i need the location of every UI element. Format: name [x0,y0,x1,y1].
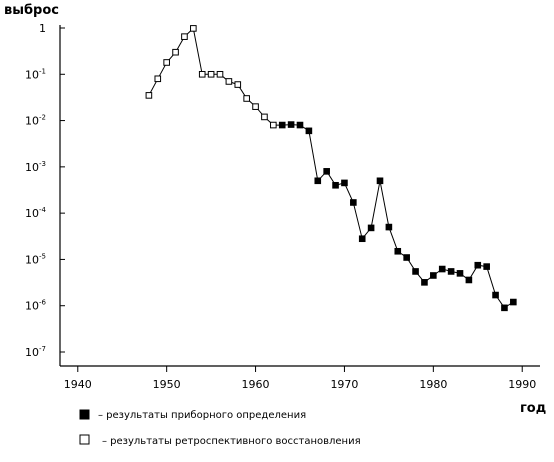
retrospective-point [172,48,179,56]
instrumental-point [314,177,322,185]
instrumental-point [403,254,410,261]
y-tick-label: 10-6 [25,299,47,313]
x-tick-label: 1940 [64,378,92,391]
x-tick-label: 1990 [508,378,536,391]
instrumental-point [447,268,455,275]
instrumental-point [350,199,357,206]
y-tick-label: 1 [39,22,46,35]
retrospective-point [270,121,277,129]
instrumental-point [483,263,490,270]
instrumental-point [385,223,393,231]
y-tick-label: 10-1 [25,67,46,81]
y-tick-label: 10-3 [25,160,46,174]
instrumental-point [296,121,304,129]
retrospective-point [163,59,170,66]
legend: – результаты приборного определения – ре… [79,409,361,447]
y-axis-ticks: 1 10-1 10-2 10-3 10-4 10-5 10-6 10-7 [25,22,65,359]
retrospective-point [252,103,259,110]
retrospective-point [261,113,268,121]
x-tick-label: 1980 [419,378,447,391]
y-tick-label: 10-5 [25,252,46,266]
legend-label-retrospective: – результаты ретроспективного восстановл… [102,436,361,447]
retrospective-point [190,25,197,32]
y-tick-label: 10-2 [25,114,46,128]
retrospective-point [198,70,206,78]
open-square-icon [79,434,90,445]
retrospective-point [225,78,233,85]
x-tick-label: 1960 [242,378,270,391]
y-tick-label: 10-4 [25,206,47,220]
y-tick-label: 10-7 [25,345,46,359]
instrumental-point [430,272,437,279]
instrumental-point [278,121,286,129]
series-line [148,27,514,309]
instrumental-point [332,181,339,189]
instrumental-point [323,168,330,175]
retrospective-point [216,70,224,78]
y-axis-title: выброс [4,3,59,18]
instrumental-point [492,291,499,299]
instrumental-point [367,224,375,232]
instrumental-point [376,177,384,185]
retrospective-point [154,75,162,83]
instrumental-point [305,127,313,135]
retrospective-point [145,92,153,99]
instrumental-point [465,276,473,284]
instrumental-point [358,235,366,243]
instrumental-point [510,298,517,306]
retrospective-point [207,70,215,78]
instrumental-point [421,279,428,286]
instrumental-point [341,179,348,187]
x-axis-title: год [520,401,546,416]
x-axis-ticks: 1940 1950 1960 1970 1980 1990 [64,366,536,391]
legend-item-retrospective: – результаты ретроспективного восстановл… [79,434,361,447]
filled-square-icon [79,409,90,420]
legend-item-instrumental: – результаты приборного определения [79,409,306,421]
retrospective-point [234,81,242,88]
instrumental-point [501,304,508,312]
x-tick-label: 1950 [153,378,181,391]
instrumental-point [456,270,464,277]
series-layer [145,25,517,312]
instrumental-point [394,247,402,255]
retrospective-point [181,33,188,40]
instrumental-point [438,265,446,273]
x-tick-label: 1970 [330,378,358,391]
instrumental-point [412,268,419,275]
instrumental-point [287,121,295,128]
instrumental-point [474,261,482,269]
retrospective-point [243,95,250,102]
legend-label-instrumental: – результаты приборного определения [98,410,306,421]
